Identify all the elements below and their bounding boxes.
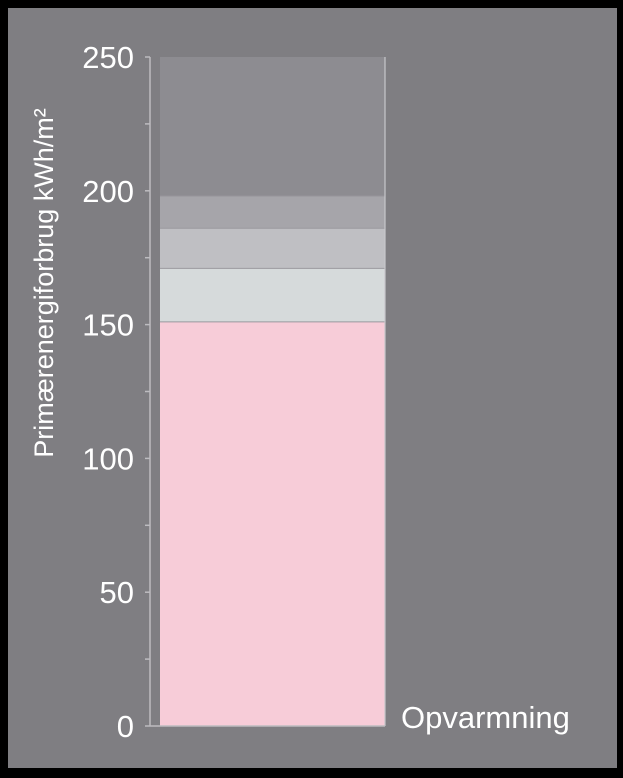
annotation-label: Opvarmning	[401, 700, 570, 735]
bar-segment-3	[160, 228, 385, 269]
bar-segment-1	[160, 321, 385, 726]
y-tick-label-50: 50	[100, 575, 134, 610]
y-tick-label-200: 200	[82, 174, 134, 209]
bar-segment-5	[160, 57, 385, 197]
chart-panel: Primærenergiforbrug kWh/m² Opvarmning 0 5…	[8, 8, 617, 768]
y-tick-label-150: 150	[82, 308, 134, 343]
bar-segment-4	[160, 196, 385, 229]
bar-segment-2	[160, 268, 385, 322]
y-tick-label-100: 100	[82, 441, 134, 476]
y-tick-label-250: 250	[82, 40, 134, 75]
stacked-bar-chart: Primærenergiforbrug kWh/m² Opvarmning 0 5…	[29, 40, 570, 744]
y-axis-label: Primærenergiforbrug kWh/m²	[29, 108, 59, 458]
y-tick-label-0: 0	[117, 709, 134, 744]
